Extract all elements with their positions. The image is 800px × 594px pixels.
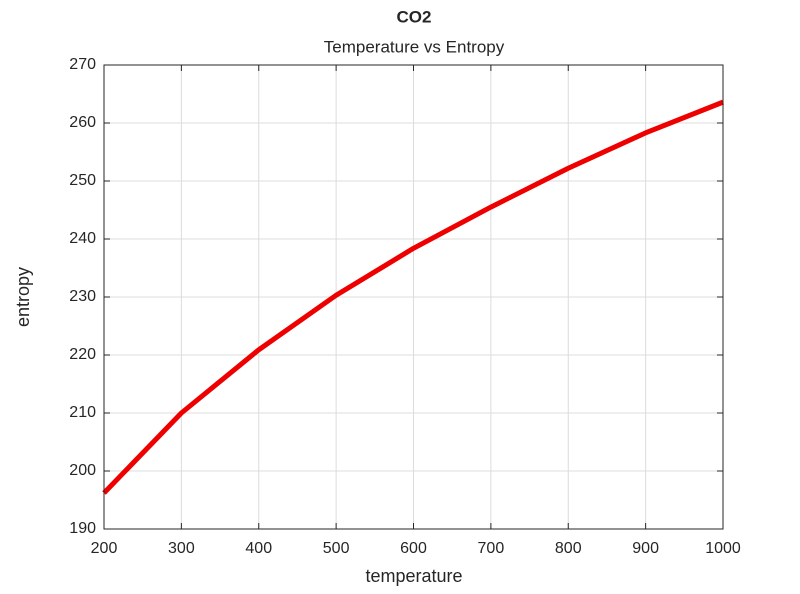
axes-box xyxy=(103,64,724,530)
y-axis-label: entropy xyxy=(13,267,33,327)
y-tick-label: 200 xyxy=(69,462,96,479)
plot-area xyxy=(102,99,724,495)
x-tick-label: 800 xyxy=(555,540,582,557)
y-tick-label: 270 xyxy=(69,56,96,73)
x-tick-label: 500 xyxy=(323,540,350,557)
x-tick-label: 300 xyxy=(168,540,195,557)
chart-subtitle: Temperature vs Entropy xyxy=(324,37,505,56)
x-tick-label: 1000 xyxy=(705,540,741,557)
data-line xyxy=(102,99,724,495)
y-tick-label: 250 xyxy=(69,172,96,189)
x-tick-label: 200 xyxy=(91,540,118,557)
x-tick-label: 700 xyxy=(478,540,505,557)
y-tick-label: 240 xyxy=(69,230,96,247)
y-tick-label: 190 xyxy=(69,520,96,537)
y-tick-label: 230 xyxy=(69,288,96,305)
x-tick-label: 600 xyxy=(400,540,427,557)
x-axis-label: temperature xyxy=(365,566,462,586)
x-tick-label: 400 xyxy=(245,540,272,557)
x-tick-label: 900 xyxy=(632,540,659,557)
y-tick-label: 220 xyxy=(69,346,96,363)
y-tick-label: 260 xyxy=(69,114,96,131)
y-tick-label: 210 xyxy=(69,404,96,421)
chart-title: CO2 xyxy=(397,7,432,26)
